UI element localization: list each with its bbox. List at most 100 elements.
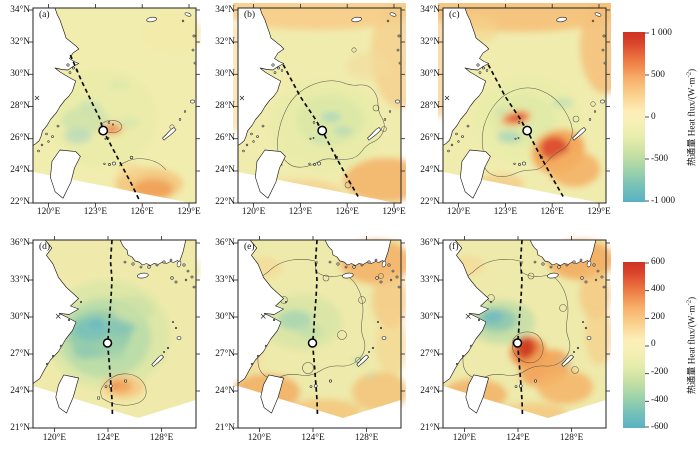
x-axis-labels-f: 120°E 124°E 128°E	[440, 432, 595, 444]
y-tick-label: 33°N	[420, 274, 440, 285]
storm-center-marker	[98, 125, 109, 136]
y-tick-label: 30°N	[215, 68, 235, 79]
y-tick-label: 34°N	[10, 4, 30, 15]
x-tick-label: 120°E	[247, 433, 272, 443]
x-tick-label: 129°E	[382, 206, 406, 217]
x-tick-label: 120°E	[452, 433, 477, 443]
x-tick-label: 124°E	[506, 433, 530, 443]
colorbar-tick-label: -1 000	[651, 195, 676, 206]
y-tick-label: 36°N	[10, 237, 30, 248]
map-e	[232, 235, 412, 435]
y-tick-label: 21°N	[215, 422, 235, 433]
unit-exponent: -2	[685, 71, 693, 77]
x-tick-label: 128°E	[559, 433, 584, 443]
x-tick-label: 120°E	[446, 206, 471, 217]
map-c	[408, 0, 638, 208]
y-tick-label: 22°N	[10, 197, 30, 208]
panel-frame	[237, 239, 402, 429]
y-tick-label: 30°N	[420, 311, 440, 322]
x-axis-labels-d: 120°E 124°E 128°E	[30, 432, 185, 444]
panel-a: (a)	[28, 3, 203, 208]
y-tick-label: 24°N	[10, 165, 30, 176]
y-tick-label: 30°N	[10, 68, 30, 79]
y-tick-label: 27°N	[215, 348, 235, 359]
colorbar-tick-label: 0	[651, 339, 656, 350]
y-tick-label: 32°N	[420, 36, 440, 47]
y-tick-label: 34°N	[215, 4, 235, 15]
y-tick-label: 24°N	[215, 165, 235, 176]
y-tick-label: 32°N	[215, 36, 235, 47]
y-tick-label: 28°N	[10, 100, 30, 111]
colorbar-top-unit-label: 热通量 Heat flux/(W·m-2)	[683, 22, 697, 212]
colorbar-tick-label: 500	[651, 69, 665, 80]
colorbar-tick-label: -500	[651, 153, 669, 164]
unit-text: 热通量 Heat flux/(W·m	[686, 76, 697, 166]
colorbar-tick-label: 600	[651, 256, 665, 267]
panel-d: 0 (d)	[28, 235, 201, 440]
y-tick-label: 26°N	[10, 133, 30, 144]
map-b	[203, 0, 433, 208]
panel-letter: (c)	[449, 10, 460, 20]
y-tick-label: 27°N	[420, 348, 440, 359]
y-axis-labels-f: 36°N 33°N 30°N 27°N 24°N 21°N	[406, 238, 440, 434]
panel-frame	[442, 7, 607, 204]
y-tick-label: 36°N	[420, 237, 440, 248]
y-tick-label: 34°N	[420, 4, 440, 15]
colorbar-top	[623, 32, 649, 202]
map-d: 0	[28, 235, 201, 435]
y-tick-label: 30°N	[215, 311, 235, 322]
colorbar-tick-label: -400	[651, 394, 669, 405]
x-tick-label: 123°E	[493, 206, 518, 217]
y-tick-label: 26°N	[420, 133, 440, 144]
colorbar-tick-label: 200	[651, 311, 665, 322]
y-tick-label: 36°N	[215, 237, 235, 248]
x-tick-label: 124°E	[96, 433, 120, 443]
panel-letter: (f)	[449, 242, 459, 252]
y-tick-label: 33°N	[10, 274, 30, 285]
contour-zero-label: 0	[97, 395, 100, 402]
x-tick-label: 120°E	[36, 206, 61, 217]
x-tick-label: 129°E	[587, 206, 611, 217]
y-tick-label: 30°N	[420, 68, 440, 79]
colorbar-tick-label: 0	[651, 111, 656, 122]
colorbar-bottom-unit-label: 热通量 Heat flux/(W·m-2)	[683, 250, 697, 440]
panel-f: (f)	[438, 235, 615, 440]
x-tick-label: 129°E	[177, 206, 201, 217]
y-tick-label: 33°N	[215, 274, 235, 285]
unit-text-close: )	[686, 68, 697, 72]
y-axis-labels-d: 36°N 33°N 30°N 27°N 24°N 21°N	[0, 238, 30, 434]
panel-frame	[32, 239, 197, 429]
colorbar-tick-label: -600	[651, 422, 669, 433]
panel-b: (b)	[203, 0, 433, 208]
colorbar-tick-label: -200	[651, 367, 669, 378]
unit-exponent: -2	[685, 299, 693, 305]
y-tick-label: 32°N	[10, 36, 30, 47]
x-tick-label: 124°E	[301, 433, 325, 443]
x-tick-label: 123°E	[288, 206, 313, 217]
x-tick-label: 120°E	[241, 206, 266, 217]
y-tick-label: 22°N	[215, 197, 235, 208]
storm-center-marker	[102, 338, 113, 348]
y-axis-labels-a: 34°N 32°N 30°N 28°N 26°N 24°N 22°N	[0, 5, 30, 209]
y-tick-label: 24°N	[10, 385, 30, 396]
y-tick-label: 24°N	[215, 385, 235, 396]
colorbar-tick-label: 1 000	[651, 27, 672, 38]
y-tick-label: 21°N	[420, 422, 440, 433]
y-tick-label: 21°N	[10, 422, 30, 433]
x-tick-label: 126°E	[540, 206, 564, 217]
colorbar-bottom-ticks: 600 400 200 0 -200 -400 -600	[651, 257, 693, 434]
y-tick-label: 28°N	[420, 100, 440, 111]
y-tick-label: 30°N	[10, 311, 30, 322]
x-tick-label: 128°E	[149, 433, 174, 443]
x-tick-label: 120°E	[42, 433, 67, 443]
map-f	[438, 235, 615, 435]
unit-text-close: )	[686, 296, 697, 300]
x-tick-label: 123°E	[83, 206, 108, 217]
heatflux-blobs	[48, 13, 203, 200]
panel-frame	[32, 7, 197, 204]
colorbar-top-ticks: 1 000 500 0 -500 -1 000	[651, 28, 693, 207]
zero-contours	[481, 87, 596, 177]
panel-letter: (a)	[39, 10, 50, 20]
panel-e: (e)	[232, 235, 412, 440]
y-axis-labels-b: 34°N 32°N 30°N 28°N 26°N 24°N 22°N	[201, 5, 235, 209]
